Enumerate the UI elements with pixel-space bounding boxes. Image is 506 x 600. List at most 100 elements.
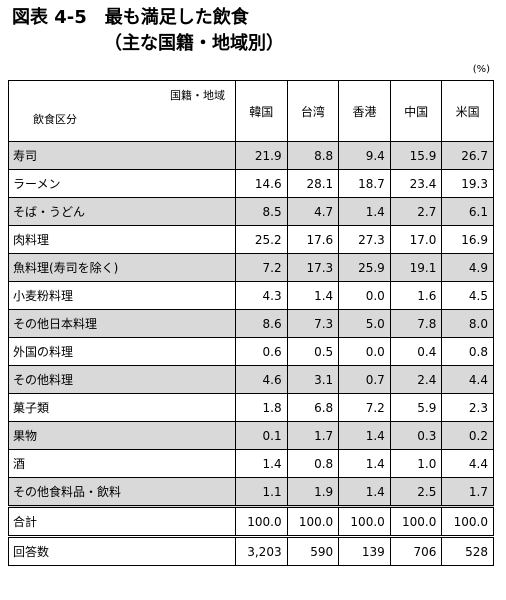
value-cell: 0.4 [389, 337, 443, 366]
value-cell: 1.4 [338, 449, 391, 478]
figure-subtitle: （主な国籍・地域別） [104, 33, 284, 54]
row-label: ラーメン [8, 169, 236, 198]
value-cell: 7.3 [286, 309, 340, 338]
column-header: 韓国 [235, 80, 288, 142]
value-cell: 7.8 [389, 309, 443, 338]
value-cell: 17.0 [389, 225, 443, 254]
table-row: 回答数 3,203 590 139 706 528 [8, 535, 494, 566]
value-cell: 26.7 [441, 141, 494, 170]
value-cell: 6.1 [441, 197, 494, 226]
value-cell: 4.5 [441, 281, 494, 310]
table-row: その他食料品・飲料 1.1 1.9 1.4 2.5 1.7 [8, 477, 494, 507]
value-cell: 4.7 [286, 197, 340, 226]
value-cell: 1.4 [286, 281, 340, 310]
value-cell: 4.3 [235, 281, 288, 310]
row-label: 酒 [8, 449, 236, 478]
corner-top-label: 国籍・地域 [170, 89, 225, 102]
value-cell: 0.0 [338, 281, 391, 310]
figure-title: 図表 4-5 最も満足した飲食 [12, 7, 249, 28]
table-row: その他料理 4.6 3.1 0.7 2.4 4.4 [8, 365, 494, 394]
table-row: ラーメン 14.6 28.1 18.7 23.4 19.3 [8, 169, 494, 198]
row-label: 果物 [8, 421, 236, 450]
value-cell: 4.6 [235, 365, 288, 394]
value-cell: 3.1 [286, 365, 340, 394]
value-cell: 1.4 [338, 477, 391, 507]
row-label: 魚料理(寿司を除く) [8, 253, 236, 282]
value-cell: 25.9 [338, 253, 391, 282]
value-cell: 1.9 [286, 477, 340, 507]
value-cell: 16.9 [441, 225, 494, 254]
value-cell: 0.5 [286, 337, 340, 366]
value-cell: 8.8 [286, 141, 340, 170]
table-row: 外国の料理 0.6 0.5 0.0 0.4 0.8 [8, 337, 494, 366]
value-cell: 4.4 [441, 449, 494, 478]
row-label: 小麦粉料理 [8, 281, 236, 310]
row-label: 肉料理 [8, 225, 236, 254]
value-cell: 100.0 [338, 505, 391, 537]
value-cell: 1.0 [389, 449, 443, 478]
value-cell: 23.4 [389, 169, 443, 198]
value-cell: 1.1 [235, 477, 288, 507]
value-cell: 7.2 [235, 253, 288, 282]
column-header: 台湾 [286, 80, 340, 142]
value-cell: 5.9 [389, 393, 443, 422]
value-cell: 8.0 [441, 309, 494, 338]
table-row: 寿司 21.9 8.8 9.4 15.9 26.7 [8, 141, 494, 170]
value-cell: 0.8 [441, 337, 494, 366]
column-header: 米国 [441, 80, 494, 142]
corner-cell: 国籍・地域 飲食区分 [8, 80, 236, 142]
value-cell: 1.8 [235, 393, 288, 422]
row-label: そば・うどん [8, 197, 236, 226]
value-cell: 0.1 [235, 421, 288, 450]
corner-bottom-label: 飲食区分 [33, 113, 77, 126]
value-cell: 4.4 [441, 365, 494, 394]
row-label: 寿司 [8, 141, 236, 170]
value-cell: 9.4 [338, 141, 391, 170]
data-table: 国籍・地域 飲食区分 韓国 台湾 香港 中国 米国 寿司 21.9 8.8 9.4 15… [8, 80, 494, 566]
value-cell: 5.0 [338, 309, 391, 338]
table-row: 小麦粉料理 4.3 1.4 0.0 1.6 4.5 [8, 281, 494, 310]
value-cell: 0.7 [338, 365, 391, 394]
value-cell: 0.8 [286, 449, 340, 478]
table-body: 寿司 21.9 8.8 9.4 15.9 26.7 ラーメン 14.6 28.1 18.7 23.4… [8, 141, 494, 566]
value-cell: 1.4 [235, 449, 288, 478]
value-cell: 100.0 [235, 505, 288, 537]
header-row: 国籍・地域 飲食区分 韓国 台湾 香港 中国 米国 [8, 80, 494, 142]
table-row: 魚料理(寿司を除く) 7.2 17.3 25.9 19.1 4.9 [8, 253, 494, 282]
row-label: その他日本料理 [8, 309, 236, 338]
table-row: 肉料理 25.2 17.6 27.3 17.0 16.9 [8, 225, 494, 254]
value-cell: 18.7 [338, 169, 391, 198]
value-cell: 14.6 [235, 169, 288, 198]
value-cell: 1.7 [286, 421, 340, 450]
table-row: 合計 100.0 100.0 100.0 100.0 100.0 [8, 505, 494, 537]
value-cell: 8.6 [235, 309, 288, 338]
row-label: 菓子類 [8, 393, 236, 422]
value-cell: 17.6 [286, 225, 340, 254]
value-cell: 2.5 [389, 477, 443, 507]
value-cell: 15.9 [389, 141, 443, 170]
value-cell: 19.3 [441, 169, 494, 198]
value-cell: 139 [338, 535, 391, 566]
value-cell: 100.0 [389, 505, 443, 537]
value-cell: 528 [441, 535, 494, 566]
value-cell: 21.9 [235, 141, 288, 170]
table-row: 酒 1.4 0.8 1.4 1.0 4.4 [8, 449, 494, 478]
row-label: 外国の料理 [8, 337, 236, 366]
row-label: その他食料品・飲料 [8, 477, 236, 507]
value-cell: 4.9 [441, 253, 494, 282]
value-cell: 8.5 [235, 197, 288, 226]
value-cell: 0.2 [441, 421, 494, 450]
value-cell: 17.3 [286, 253, 340, 282]
value-cell: 28.1 [286, 169, 340, 198]
value-cell: 1.4 [338, 197, 391, 226]
value-cell: 27.3 [338, 225, 391, 254]
value-cell: 25.2 [235, 225, 288, 254]
value-cell: 590 [286, 535, 340, 566]
value-cell: 19.1 [389, 253, 443, 282]
value-cell: 6.8 [286, 393, 340, 422]
table-row: 菓子類 1.8 6.8 7.2 5.9 2.3 [8, 393, 494, 422]
value-cell: 2.3 [441, 393, 494, 422]
unit-label: (%) [472, 64, 490, 75]
row-label: 回答数 [8, 535, 236, 566]
value-cell: 706 [389, 535, 443, 566]
